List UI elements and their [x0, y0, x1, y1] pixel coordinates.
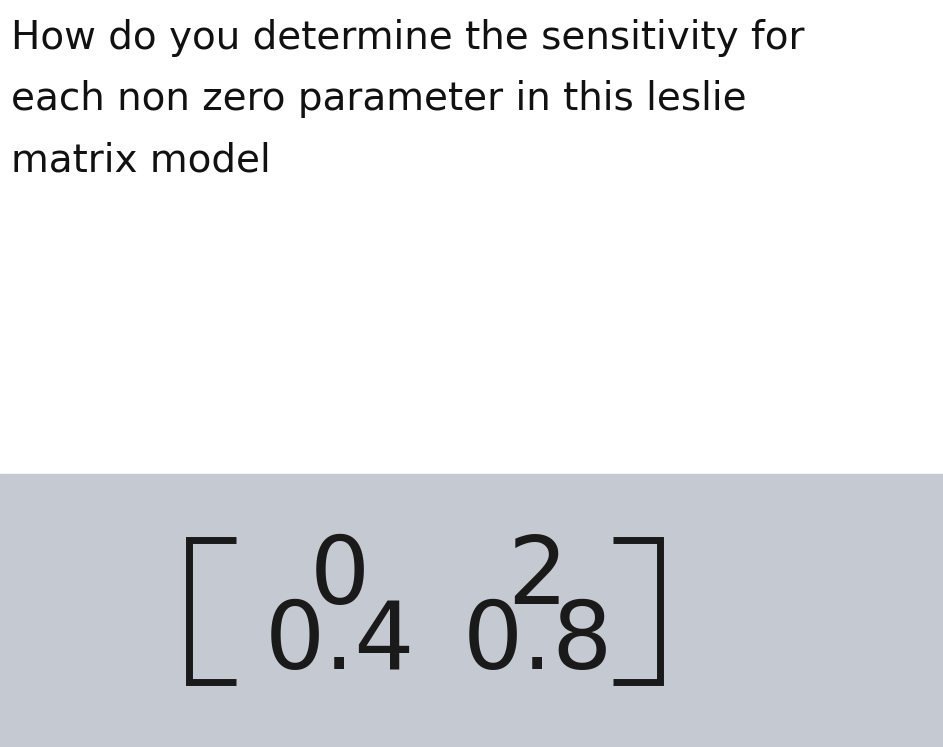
Text: How do you determine the sensitivity for: How do you determine the sensitivity for [11, 19, 804, 57]
Text: each non zero parameter in this leslie: each non zero parameter in this leslie [11, 80, 747, 118]
Text: 2: 2 [507, 532, 568, 624]
Text: matrix model: matrix model [11, 141, 271, 179]
Text: 0.4: 0.4 [264, 598, 415, 689]
Bar [0, 474, 943, 747]
Text: 0: 0 [309, 532, 370, 624]
Bar [0, 0, 943, 474]
Text: 0.8: 0.8 [462, 598, 613, 689]
